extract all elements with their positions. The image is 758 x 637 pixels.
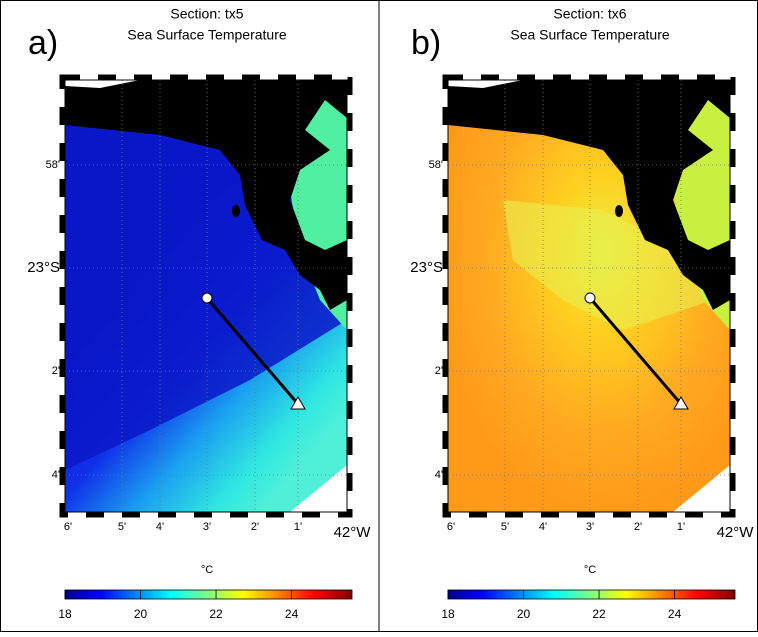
x-tick-label: 6' — [447, 521, 455, 533]
land — [448, 80, 730, 310]
x-tick-label: 1' — [294, 521, 302, 533]
colorbar-tick-label: 22 — [209, 607, 223, 621]
no-data — [673, 465, 730, 512]
x-tick-label: 42°W — [717, 524, 755, 541]
colorbar-tick-label: 22 — [592, 607, 606, 621]
panel-label: a) — [28, 24, 58, 62]
section-end — [673, 396, 689, 410]
x-tick-label: 42°W — [334, 524, 372, 541]
x-tick-label: 3' — [586, 521, 594, 533]
no-data — [448, 80, 523, 88]
x-tick-label: 6' — [64, 521, 72, 533]
section-start — [201, 292, 213, 304]
x-tick-label: 5' — [501, 521, 509, 533]
y-tick-label: 23°S — [410, 259, 443, 276]
colorbar — [447, 589, 736, 600]
panel-subtitle: Sea Surface Temperature — [510, 27, 669, 43]
section-start — [584, 292, 596, 304]
panel: b) Section: tx6 Sea Surface Temperature 58'… — [410, 6, 754, 621]
y-tick-label: 2' — [52, 365, 60, 377]
x-tick-label: 4' — [156, 521, 164, 533]
colorbar-label: °C — [201, 564, 213, 576]
x-tick-label: 3' — [203, 521, 211, 533]
x-tick-label: 2' — [251, 521, 259, 533]
map-frame — [447, 79, 731, 513]
map-frame-ticks — [59, 74, 353, 518]
x-tick-label: 5' — [118, 521, 126, 533]
y-tick-label: 58' — [46, 159, 60, 171]
colorbar-tick-label: 24 — [285, 607, 299, 621]
island — [232, 205, 240, 217]
section-line — [205, 297, 300, 405]
y-tick-label: 4' — [435, 469, 443, 481]
no-data — [290, 465, 347, 512]
no-data — [65, 80, 140, 88]
colorbar-tick-label: 18 — [58, 607, 72, 621]
colorbar-tick-label: 18 — [441, 607, 455, 621]
land — [65, 80, 347, 310]
map-frame — [64, 79, 348, 513]
x-tick-label: 4' — [539, 521, 547, 533]
colorbar-label: °C — [584, 564, 596, 576]
island — [615, 205, 623, 217]
y-tick-label: 2' — [435, 365, 443, 377]
y-tick-label: 4' — [52, 469, 60, 481]
warm-filament — [503, 200, 713, 330]
colorbar-tick-label: 24 — [668, 607, 682, 621]
panel: a) Section: tx5 Sea Surface Temperature 58'… — [27, 6, 371, 621]
colorbar-tick-label: 20 — [134, 607, 148, 621]
panel-subtitle: Sea Surface Temperature — [127, 27, 286, 43]
x-tick-label: 2' — [634, 521, 642, 533]
map-frame-ticks — [442, 74, 736, 518]
section-end — [290, 396, 306, 410]
panel-title: Section: tx6 — [553, 6, 626, 22]
colorbar-tick-label: 20 — [517, 607, 531, 621]
y-tick-label: 58' — [429, 159, 443, 171]
colorbar — [64, 589, 353, 600]
section-line — [588, 297, 683, 405]
panel-title: Section: tx5 — [170, 6, 243, 22]
y-tick-label: 23°S — [27, 259, 60, 276]
x-tick-label: 1' — [677, 521, 685, 533]
panel-label: b) — [411, 24, 441, 62]
